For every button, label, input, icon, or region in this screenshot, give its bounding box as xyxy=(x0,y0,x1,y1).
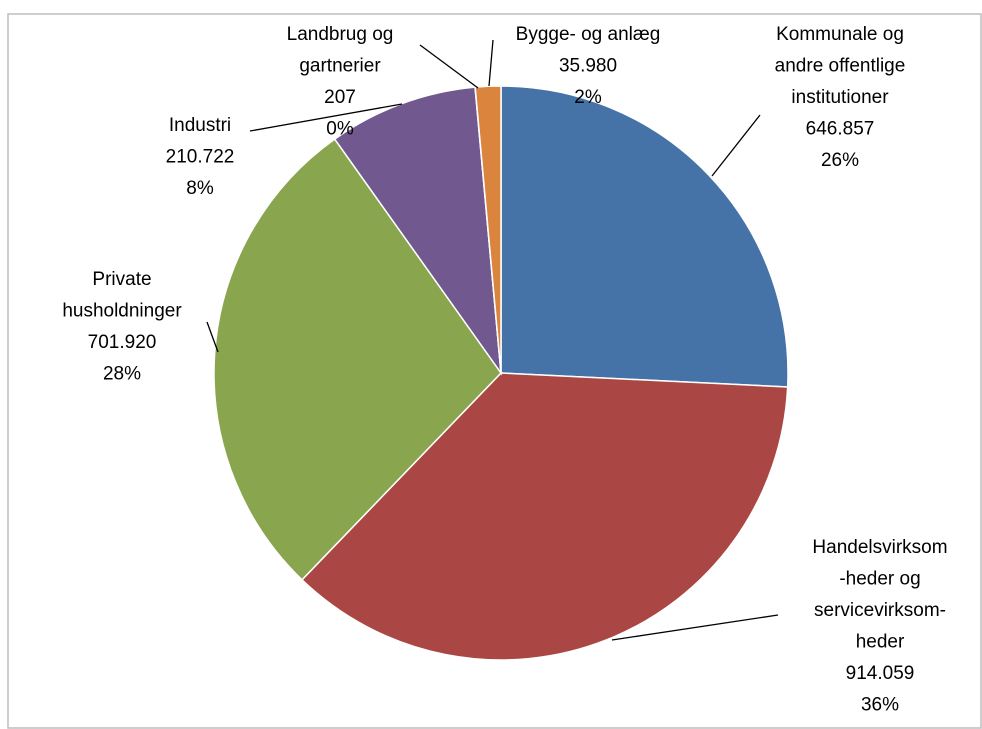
category-label: Private xyxy=(92,269,151,290)
pie-slice xyxy=(300,372,789,661)
category-label: servicevirksom- xyxy=(814,600,946,621)
value-label: 210.722 xyxy=(166,147,235,168)
leader-line xyxy=(611,614,779,641)
percent-label: 28% xyxy=(103,364,141,385)
category-label: Bygge- og anlæg xyxy=(516,24,661,45)
percent-label: 8% xyxy=(186,178,214,199)
category-label: institutioner xyxy=(791,87,889,108)
value-label: 701.920 xyxy=(88,332,157,353)
category-label: Kommunale og xyxy=(776,24,904,45)
percent-label: 0% xyxy=(326,119,354,140)
leader-line xyxy=(488,39,494,87)
value-label: 646.857 xyxy=(806,119,875,140)
pie-slice xyxy=(500,85,789,388)
value-label: 914.059 xyxy=(846,663,915,684)
leader-line xyxy=(419,44,479,89)
value-label: 35.980 xyxy=(559,56,617,77)
leader-line xyxy=(249,103,403,132)
percent-label: 2% xyxy=(574,87,602,108)
category-label: -heder og xyxy=(839,569,920,590)
category-label: Industri xyxy=(169,115,231,136)
category-label: Handelsvirksom xyxy=(812,537,947,558)
category-label: Landbrug og xyxy=(287,24,394,45)
category-label: andre offentlige xyxy=(775,56,906,77)
category-label: heder xyxy=(856,632,905,653)
leader-line xyxy=(206,321,219,353)
pie-slice xyxy=(474,85,502,374)
percent-label: 36% xyxy=(861,695,899,716)
pie-slice xyxy=(213,138,502,581)
category-label: gartnerier xyxy=(299,56,381,77)
value-label: 207 xyxy=(324,87,356,108)
leader-line xyxy=(711,114,761,177)
category-label: husholdninger xyxy=(62,301,182,322)
percent-label: 26% xyxy=(821,150,859,171)
